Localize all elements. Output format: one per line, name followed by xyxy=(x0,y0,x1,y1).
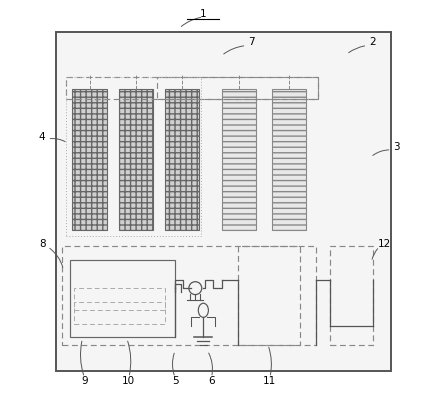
Text: 1: 1 xyxy=(200,9,207,19)
Bar xyxy=(72,89,107,230)
Bar xyxy=(237,246,316,345)
Text: 7: 7 xyxy=(249,37,255,47)
Bar xyxy=(66,77,318,99)
Text: 2: 2 xyxy=(369,37,376,47)
Bar xyxy=(56,32,391,371)
Bar xyxy=(74,288,165,310)
Bar xyxy=(74,302,165,324)
Bar xyxy=(66,77,202,236)
Text: 9: 9 xyxy=(81,376,88,386)
Bar xyxy=(157,77,318,99)
Bar xyxy=(70,260,175,337)
Text: 5: 5 xyxy=(172,376,179,386)
Text: 3: 3 xyxy=(393,142,400,152)
Text: 6: 6 xyxy=(208,376,215,386)
Text: 12: 12 xyxy=(378,239,391,249)
Text: 10: 10 xyxy=(122,376,136,386)
Bar xyxy=(165,89,199,230)
Bar xyxy=(119,89,153,230)
Text: 8: 8 xyxy=(39,239,46,249)
Text: 11: 11 xyxy=(263,376,276,386)
Text: 4: 4 xyxy=(39,132,46,142)
Bar xyxy=(222,89,256,230)
Bar xyxy=(272,89,306,230)
Bar xyxy=(62,246,300,345)
Bar xyxy=(330,246,373,345)
